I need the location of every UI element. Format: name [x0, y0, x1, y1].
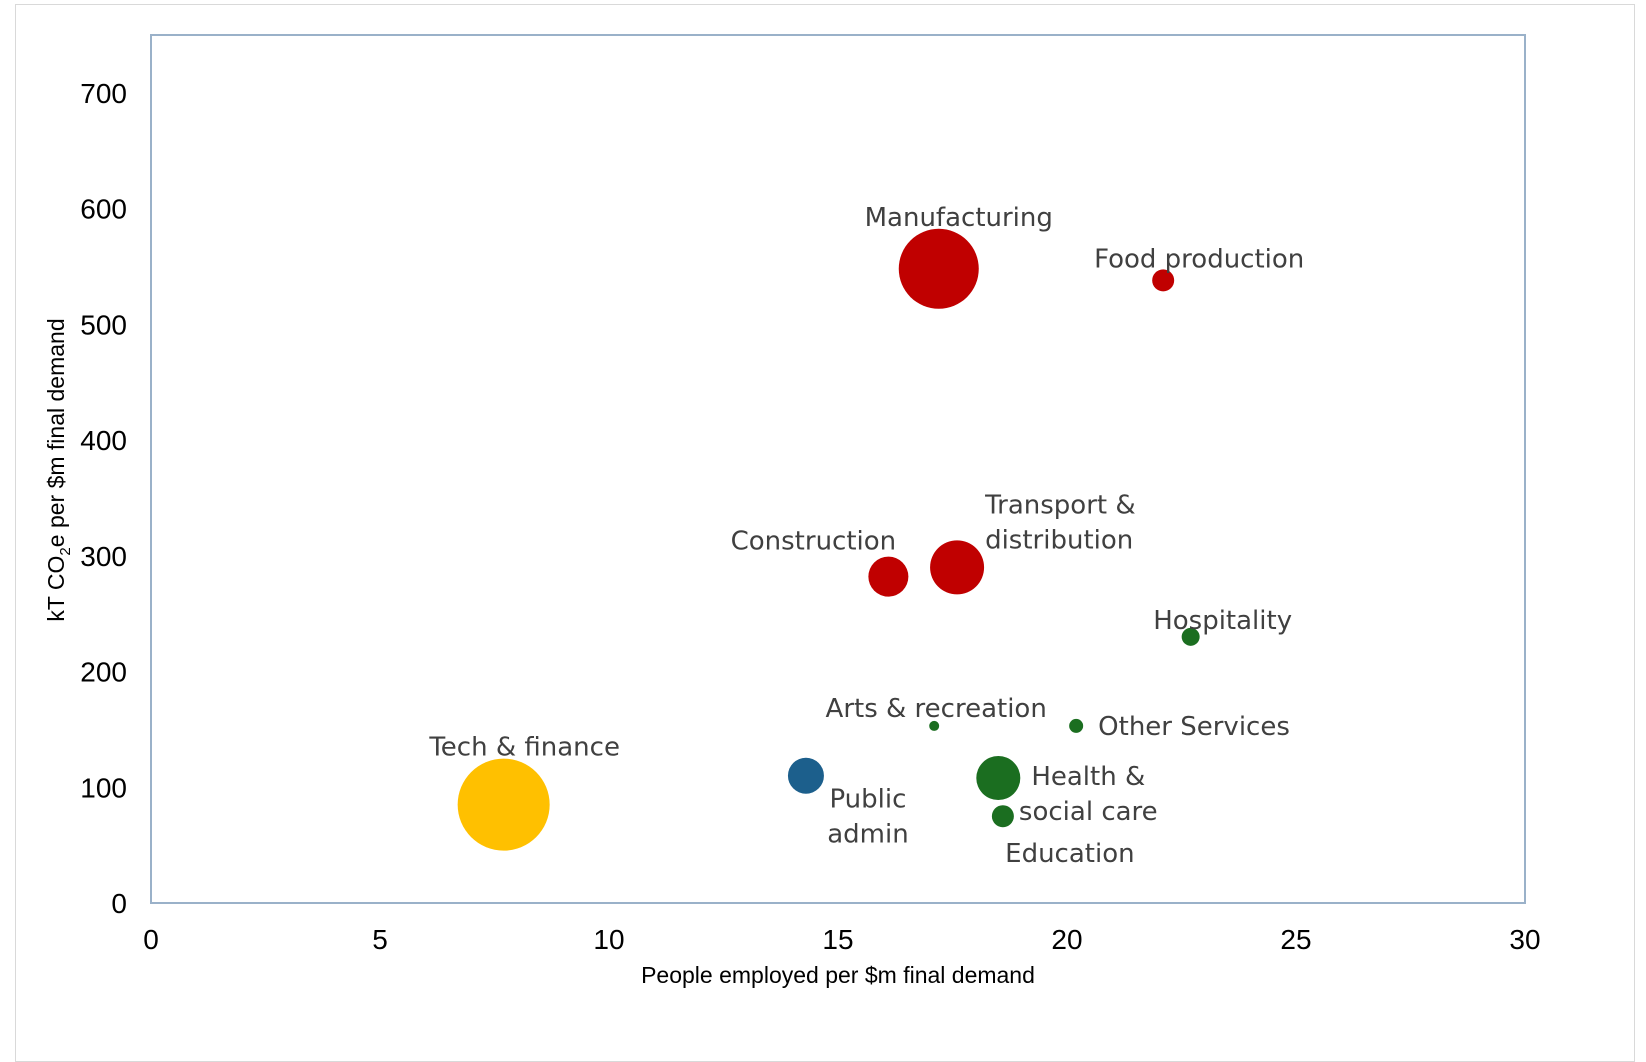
x-tick-label: 5	[372, 924, 388, 955]
y-tick-label: 500	[80, 309, 127, 340]
x-tick-label: 0	[143, 924, 159, 955]
bubble-label-food-production: Food production	[1094, 244, 1304, 274]
bubble-hospitality	[1181, 627, 1200, 646]
bubble-label-line: distribution	[985, 525, 1133, 555]
y-tick-label: 300	[80, 541, 127, 572]
bubble-health-and-social-care	[976, 756, 1021, 801]
bubble-label-health-and-social-care: Health & social care	[1019, 762, 1158, 827]
x-tick-label: 25	[1280, 924, 1311, 955]
x-tick-label: 10	[593, 924, 624, 955]
bubble-label-arts-and-recreation: Arts & recreation	[826, 694, 1047, 724]
x-axis-ticks: 0 5 10 15 20 25 30	[143, 924, 1540, 955]
bubble-other-services	[1069, 718, 1084, 733]
bubble-label-line: Construction	[731, 527, 897, 557]
bubble-label-public-admin: Public admin	[827, 785, 908, 850]
bubble-label-hospitality: Hospitality	[1153, 606, 1292, 636]
bubble-label-other-services: Other Services	[1098, 712, 1290, 742]
bubble-food-production	[1152, 269, 1175, 292]
y-axis-ticks: 0 100 200 300 400 500 600 700	[80, 78, 127, 919]
bubble-label-tech-and-finance: Tech & finance	[428, 733, 620, 763]
bubble-label-line: Tech & finance	[428, 733, 620, 763]
y-axis-title-part-2: e per $m final demand	[43, 318, 69, 547]
x-axis-title: People employed per $m final demand	[641, 962, 1035, 988]
bubble-label-line: Public	[829, 785, 906, 815]
y-tick-label: 100	[80, 772, 127, 803]
bubble-public-admin	[787, 757, 824, 794]
bubble-label-line: Transport &	[984, 490, 1136, 520]
bubble-label-line: social care	[1019, 797, 1158, 827]
y-axis-title-subscript: 2	[57, 547, 74, 555]
bubble-label-manufacturing: Manufacturing	[865, 203, 1053, 233]
bubble-label-line: Education	[1005, 839, 1134, 869]
y-tick-label: 700	[80, 78, 127, 109]
bubble-label-line: Manufacturing	[865, 203, 1053, 233]
y-tick-label: 0	[111, 888, 127, 919]
y-tick-label: 400	[80, 425, 127, 456]
bubble-label-line: Food production	[1094, 244, 1304, 274]
x-tick-label: 20	[1051, 924, 1082, 955]
bubble-label-line: admin	[827, 820, 908, 850]
y-tick-label: 600	[80, 194, 127, 225]
bubble-label-line: Other Services	[1098, 712, 1290, 742]
bubble-label-construction: Construction	[731, 527, 897, 557]
bubble-labels-layer: Manufacturing Food production Construction…	[428, 203, 1304, 869]
bubble-construction	[868, 556, 909, 597]
bubble-label-line: Health &	[1031, 762, 1145, 792]
x-tick-label: 15	[822, 924, 853, 955]
plot-area	[150, 34, 1526, 904]
bubble-label-line: Hospitality	[1153, 606, 1292, 636]
bubble-label-line: Arts & recreation	[826, 694, 1047, 724]
bubble-education	[991, 805, 1014, 828]
bubble-transport-and-distribution	[930, 540, 985, 595]
bubble-label-transport-and-distribution: Transport & distribution	[984, 490, 1136, 555]
y-axis-title: kT CO2e per $m final demand	[43, 318, 74, 621]
bubbles-layer	[457, 228, 1200, 851]
bubble-tech-and-finance	[457, 758, 550, 851]
y-axis-title-part-1: kT CO	[43, 556, 69, 622]
y-tick-label: 200	[80, 657, 127, 688]
bubble-label-education: Education	[1005, 839, 1134, 869]
bubble-manufacturing	[898, 228, 979, 309]
x-tick-label: 30	[1509, 924, 1540, 955]
bubble-arts-and-recreation	[929, 720, 940, 731]
